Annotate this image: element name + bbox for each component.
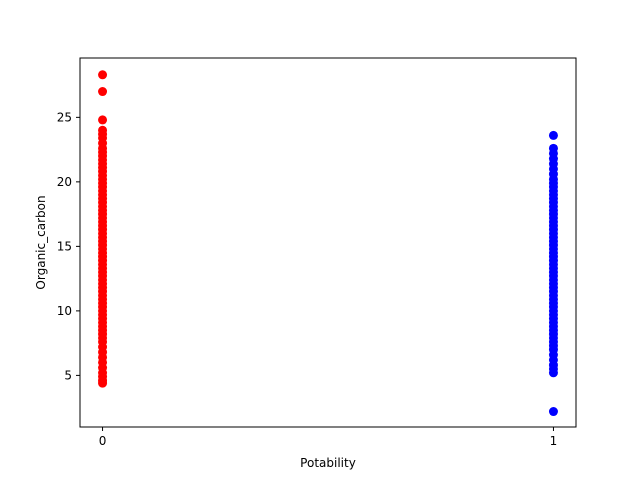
y-axis-label: Organic_carbon (34, 195, 48, 289)
scatter-point (98, 70, 108, 80)
y-tick-label: 25 (57, 110, 72, 124)
x-tick-label: 0 (99, 434, 107, 448)
scatter-point (98, 87, 108, 97)
scatter-point (548, 407, 558, 417)
y-tick-label: 5 (64, 368, 72, 382)
x-axis-label: Potability (300, 456, 356, 470)
y-tick-label: 10 (57, 304, 72, 318)
data-points (98, 70, 558, 417)
y-axis-ticks: 5 10 15 20 25 (57, 110, 80, 382)
y-tick-label: 20 (57, 175, 72, 189)
scatter-point (548, 130, 558, 140)
x-tick-label: 1 (550, 434, 558, 448)
plot-area (80, 58, 576, 427)
y-tick-label: 15 (57, 239, 72, 253)
scatter-point (548, 368, 558, 378)
scatter-point (98, 378, 108, 388)
axes-frame (79, 57, 577, 428)
scatter-point (98, 115, 108, 125)
